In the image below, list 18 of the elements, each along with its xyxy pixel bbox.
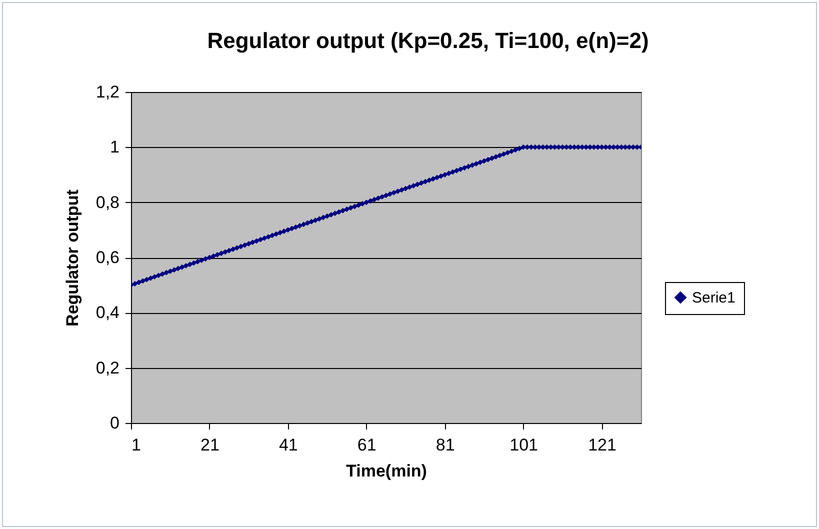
y-tick-label: 0,4	[96, 303, 120, 322]
x-tick-label: 101	[510, 436, 538, 454]
y-tick-label: 0,2	[96, 358, 120, 378]
x-tick-label: 1	[132, 436, 141, 454]
y-tick-label: 1	[110, 138, 120, 157]
x-tick-label: 41	[278, 436, 298, 454]
x-axis-title: Time(min)	[346, 462, 427, 480]
y-tick-label: 0	[110, 414, 120, 432]
chart-title: Regulator output (Kp=0.25, Ti=100, e(n)=2)	[207, 28, 649, 53]
x-tick-label: 121	[588, 436, 616, 454]
x-tick-label: 61	[357, 436, 376, 454]
y-tick-label: 0,8	[96, 192, 120, 212]
y-tick-label: 1,2	[96, 82, 120, 102]
y-axis-title: Regulator output	[62, 189, 82, 326]
y-tick-label: 0,6	[96, 248, 120, 267]
legend-label: Serie1	[692, 290, 736, 306]
x-tick-label: 21	[200, 436, 220, 454]
x-tick-label: 81	[436, 436, 455, 454]
